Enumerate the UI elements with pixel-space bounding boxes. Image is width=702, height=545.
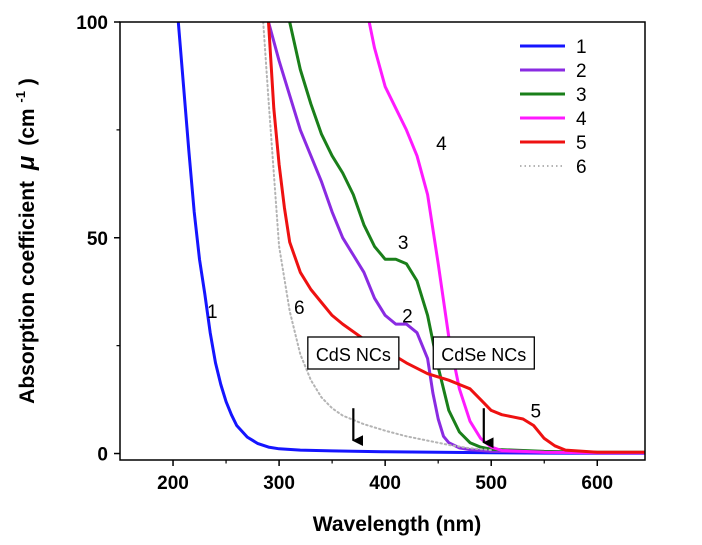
y-axis-title-unit-exponent: -1 (13, 91, 28, 103)
y-axis-title-text: Absorption coefficient (16, 181, 39, 404)
x-tick-label: 500 (475, 473, 507, 494)
x-tick-label: 400 (369, 473, 401, 494)
series-line-4 (367, 22, 645, 455)
plot-frame (119, 21, 646, 461)
annotation-callout: CdS NCs (307, 336, 400, 447)
curve-label-4: 4 (436, 134, 447, 155)
y-axis-title-symbol: μ (13, 155, 40, 171)
callout-label: CdSe NCs (441, 345, 526, 365)
callout-box (307, 336, 400, 370)
y-tick-label: 100 (76, 13, 108, 34)
x-tick-label: 300 (263, 473, 295, 494)
y-axis-title-unit-close: ) (16, 78, 39, 85)
y-tick-label: 50 (87, 229, 108, 250)
series-line-6 (262, 22, 493, 452)
series-line-1 (176, 22, 645, 455)
curve-label-6: 6 (294, 298, 305, 319)
legend: 1 2 3 4 5 6 (520, 37, 587, 178)
curve-label-1: 1 (207, 302, 218, 323)
curve-label-3: 3 (398, 233, 409, 254)
legend-label-4: 4 (576, 109, 587, 130)
y-tick-label: 0 (97, 445, 108, 466)
y-axis-title: Absorption coefficient μ (cm -1 ) (7, 78, 40, 404)
x-axis-title: Wavelength (nm) (313, 513, 481, 536)
y-axis-title-unit: (cm (16, 108, 39, 145)
legend-label-6: 6 (576, 157, 587, 178)
x-tick-label: 200 (157, 473, 189, 494)
series-line-2 (267, 22, 645, 455)
legend-label-1: 1 (576, 37, 587, 58)
series-layer (176, 22, 645, 455)
curve-label-2: 2 (402, 306, 413, 327)
callout-box (432, 336, 535, 370)
annotations: CdS NCs CdSe NCs (307, 336, 535, 449)
legend-label-3: 3 (576, 85, 587, 106)
series-line-5 (267, 22, 645, 454)
legend-label-5: 5 (576, 133, 587, 154)
axis-ticks: 200 300 400 500 600 0 50 100 (76, 13, 613, 494)
curve-labels: 1 2 3 4 5 6 (207, 134, 541, 423)
legend-label-2: 2 (576, 61, 587, 82)
annotation-callout: CdSe NCs (432, 336, 535, 449)
x-tick-label: 600 (581, 473, 613, 494)
curve-label-5: 5 (530, 401, 541, 422)
callout-label: CdS NCs (316, 345, 391, 365)
